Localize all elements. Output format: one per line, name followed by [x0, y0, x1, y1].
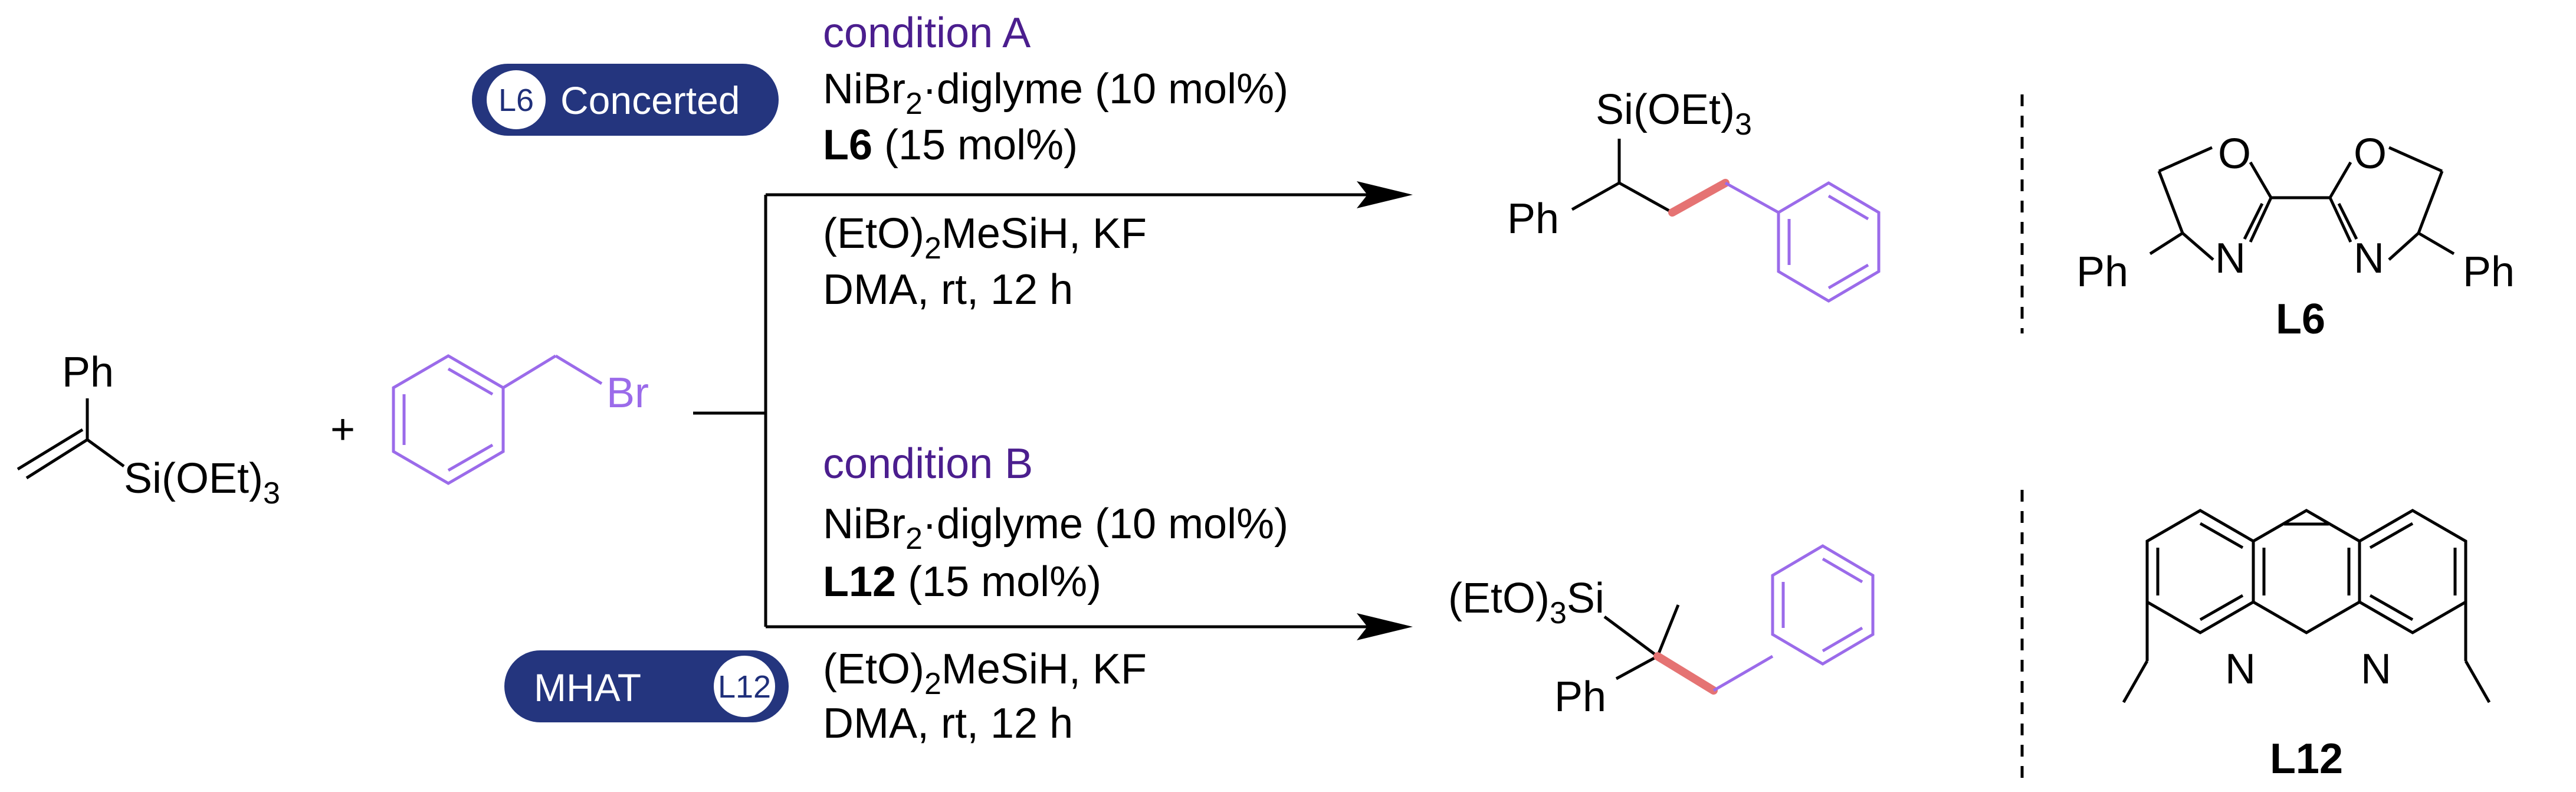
plus-sign: +: [330, 406, 355, 453]
badge-concerted-label: Concerted: [560, 78, 740, 122]
condition-b-silane: (EtO)2MeSiH, KF: [823, 646, 1147, 701]
condition-a-catalyst: NiBr2·diglyme (10 mol%): [823, 66, 1288, 121]
product-linear-phenyl: Ph: [1507, 195, 1559, 243]
condition-a-title: condition A: [823, 9, 1031, 57]
product-branched-silyl: (EtO)3Si: [1448, 575, 1604, 630]
ligand-l12-structure: [2122, 509, 2491, 703]
new-bond-linear: [1668, 179, 1730, 217]
benzyl-bromide-reactant: [392, 354, 603, 485]
ligand-l12-label: L12: [2270, 735, 2343, 783]
bromine-label: Br: [606, 369, 649, 417]
vinylsilane-reactant: Ph Si(OEt)3: [17, 349, 280, 510]
branching-arrows: [693, 192, 1396, 630]
badge-concerted-ligand: L6: [498, 83, 534, 118]
badge-concerted: L6 Concerted: [472, 64, 779, 136]
ligand-l6-oxygen-left: O: [2218, 130, 2251, 178]
ligand-l6-phenyl-left: Ph: [2076, 248, 2128, 296]
condition-a-ligand: L6 (15 mol%): [823, 122, 1078, 169]
badge-mhat-label: MHAT: [534, 666, 641, 709]
badge-mhat: MHAT L12: [504, 650, 789, 722]
ligand-l12-nitrogen-right: N: [2361, 646, 2391, 693]
condition-b-solvent: DMA, rt, 12 h: [823, 700, 1073, 747]
new-bond-branched: [1653, 652, 1718, 695]
ligand-l6-nitrogen-left: N: [2215, 235, 2246, 282]
condition-b-title: condition B: [823, 440, 1033, 487]
condition-b-ligand: L12 (15 mol%): [823, 558, 1101, 606]
ligand-l6-oxygen-right: O: [2354, 130, 2387, 178]
vinylsilane-phenyl-label: Ph: [62, 349, 114, 396]
badge-mhat-ligand: L12: [718, 669, 771, 705]
product-linear: Si(OEt)3 Ph: [1507, 86, 1881, 303]
product-branched: (EtO)3Si Ph: [1448, 544, 1875, 721]
ligand-l6-label: L6: [2276, 296, 2325, 343]
vinylsilane-silyl-label: Si(OEt)3: [124, 455, 280, 510]
ligand-l6-phenyl-right: Ph: [2463, 248, 2515, 296]
product-branched-phenyl: Ph: [1554, 673, 1606, 721]
condition-a-solvent: DMA, rt, 12 h: [823, 266, 1073, 313]
ligand-l6-structure: [2149, 146, 2455, 261]
condition-b-catalyst: NiBr2·diglyme (10 mol%): [823, 500, 1288, 556]
product-linear-silyl: Si(OEt)3: [1596, 86, 1752, 142]
condition-b: condition B NiBr2·diglyme (10 mol%) L12 …: [823, 440, 1288, 747]
condition-a: condition A NiBr2·diglyme (10 mol%) L6 (…: [823, 9, 1288, 313]
ligand-l12-nitrogen-left: N: [2225, 646, 2256, 693]
arrow-heads: [1357, 181, 1413, 640]
condition-a-silane: (EtO)2MeSiH, KF: [823, 210, 1147, 266]
ligand-l6-nitrogen-right: N: [2354, 235, 2384, 282]
